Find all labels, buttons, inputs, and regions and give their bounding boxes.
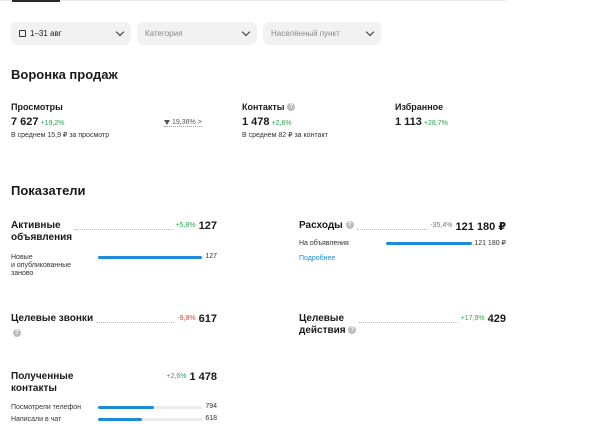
expenses-sub-label: На объявления: [299, 240, 349, 247]
target-calls-label: Целевые звонки: [11, 313, 94, 324]
help-icon[interactable]: ?: [345, 221, 354, 230]
expenses-value: 121 180 ₽: [455, 221, 506, 233]
views-delta: +19,2%: [40, 120, 65, 127]
received-contacts-delta: +2,6%: [166, 373, 187, 380]
active-ads-sub-label: Новые и опубликованные заново: [11, 254, 72, 277]
conversion-value: 19,38%: [172, 119, 196, 126]
contacts-value: 1 478: [242, 116, 270, 128]
calendar-icon: [19, 30, 26, 37]
funnel-icon: [164, 120, 170, 125]
expenses-delta: -35,4%: [430, 222, 453, 229]
expenses-sub-value: 121 180 ₽: [474, 240, 506, 247]
conversion-link[interactable]: 19,38% >: [164, 119, 202, 127]
favorites-value: 1 113: [395, 116, 422, 128]
active-ads-delta: +5,8%: [175, 222, 196, 229]
contacts-row-value: 618: [205, 415, 217, 422]
phone-views-bar: [98, 406, 202, 409]
period-select[interactable]: 1–31 авг: [11, 22, 131, 45]
funnel-title: Воронка продаж: [11, 67, 118, 82]
funnel-favorites: Избранное 1 113 +28,7%: [395, 102, 448, 128]
views-label: Просмотры: [11, 102, 63, 112]
expenses-label: Расходы: [299, 220, 343, 231]
contacts-row-value: 794: [205, 403, 217, 410]
expenses-bar: [386, 242, 472, 245]
details-link[interactable]: Подробнее: [299, 255, 336, 262]
contacts-row-label: Написали в чат: [11, 416, 62, 423]
views-value: 7 627: [11, 116, 39, 128]
active-ads-sub-value: 127: [205, 253, 217, 260]
chevron-right-icon: >: [197, 119, 202, 126]
chevron-down-icon: [241, 27, 251, 37]
metric-target-calls: Целевые звонки -9,8% 617: [11, 313, 217, 325]
help-icon[interactable]: ?: [287, 103, 296, 111]
metrics-title: Показатели: [11, 183, 86, 198]
metric-received-contacts: Полученные контакты +2,6% 1 478: [11, 371, 217, 395]
filters-bar: 1–31 авг Категория Населённый пункт: [11, 22, 381, 45]
contacts-label: Контакты: [242, 102, 285, 112]
favorites-label: Избранное: [395, 102, 444, 112]
city-select[interactable]: Населённый пункт: [263, 22, 381, 45]
tabs-underline: [0, 0, 506, 1]
category-placeholder: Категория: [145, 29, 183, 38]
active-ads-label: Активные объявления: [11, 220, 73, 243]
target-actions-value: 429: [487, 313, 506, 325]
contacts-delta: +2,6%: [271, 120, 292, 127]
period-value: 1–31 авг: [30, 29, 62, 38]
received-contacts-value: 1 478: [189, 371, 217, 383]
active-ads-bar: [98, 256, 202, 259]
target-actions-delta: +17,9%: [460, 315, 485, 322]
metric-active-ads: Активные объявления +5,8% 127: [11, 220, 217, 244]
target-calls-value: 617: [198, 313, 217, 325]
metric-target-actions: Целевые действия ? +17,9% 429: [299, 313, 506, 337]
help-icon[interactable]: ?: [348, 326, 357, 335]
contacts-row-label: Посмотрели телефон: [11, 404, 81, 411]
chevron-down-icon: [365, 27, 375, 37]
active-tab-indicator: [12, 0, 60, 2]
category-select[interactable]: Категория: [137, 22, 257, 45]
views-note: В среднем 15,9 ₽ за просмотр: [11, 132, 110, 139]
chat-messages-bar: [98, 418, 202, 421]
received-contacts-label: Полученные контакты: [11, 371, 74, 394]
target-calls-delta: -9,8%: [177, 315, 196, 322]
funnel-contacts: Контакты? 1 478 +2,6% В среднем 82 ₽ за к…: [242, 102, 328, 139]
funnel-views: Просмотры 7 627 +19,2% В среднем 15,9 ₽ з…: [11, 102, 109, 139]
favorites-delta: +28,7%: [423, 120, 448, 127]
help-icon[interactable]: ?: [13, 329, 21, 337]
chevron-down-icon: [115, 27, 125, 37]
target-actions-label: Целевые действия ?: [299, 313, 357, 337]
city-placeholder: Населённый пункт: [271, 29, 340, 38]
contacts-note: В среднем 82 ₽ за контакт: [242, 132, 328, 139]
active-ads-value: 127: [198, 220, 217, 232]
metric-expenses: Расходы ? -35,4% 121 180 ₽: [299, 220, 506, 233]
